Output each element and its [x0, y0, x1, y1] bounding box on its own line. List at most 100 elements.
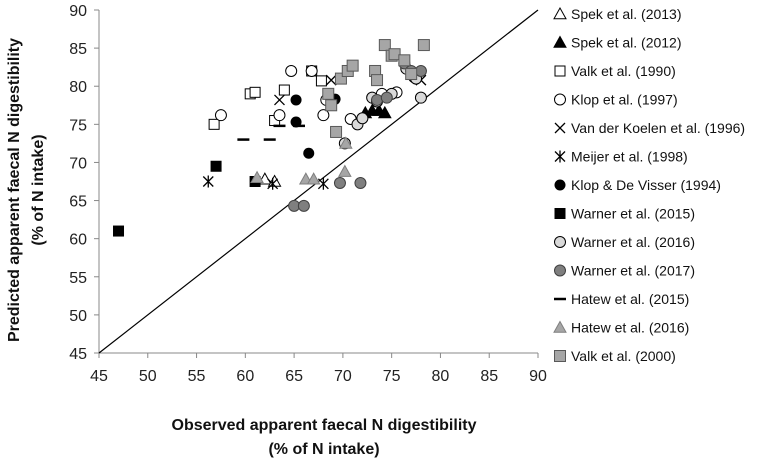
- legend-label: Warner et al. (2015): [571, 206, 695, 222]
- data-point: [202, 175, 214, 188]
- legend-entry: Van der Koelen et al. (1996): [554, 120, 745, 136]
- x-tick-label: 55: [188, 368, 206, 385]
- data-point: [315, 75, 327, 87]
- series-5: [202, 175, 329, 190]
- legend-marker: [554, 179, 566, 191]
- data-point: [250, 170, 264, 183]
- x-tick-label: 65: [285, 368, 303, 385]
- data-point: [377, 105, 392, 119]
- data-point: [330, 125, 343, 138]
- data-point: [325, 99, 338, 112]
- series-12: [322, 39, 430, 138]
- legend-marker: [554, 236, 566, 248]
- data-point: [317, 109, 330, 122]
- data-point: [306, 172, 321, 185]
- data-point: [388, 48, 401, 61]
- data-point: [325, 74, 337, 86]
- data-point: [305, 64, 318, 77]
- series-3: [214, 64, 421, 125]
- x-tick-label: 90: [529, 368, 547, 385]
- y-tick-label: 65: [69, 194, 87, 211]
- x-tick-label: 45: [90, 368, 108, 385]
- y-axis-title: Predicted apparent faecal N digestibilit…: [6, 38, 47, 342]
- legend-entry: Spek et al. (2013): [553, 6, 682, 22]
- legend-entry: Klop et al. (1997): [554, 92, 678, 108]
- x-tick-label: 60: [236, 368, 254, 385]
- y-tick-label: 55: [69, 270, 87, 287]
- data-point: [338, 136, 353, 149]
- legend-label: Hatew et al. (2015): [571, 291, 689, 307]
- data-point: [297, 199, 310, 212]
- data-point: [405, 68, 418, 81]
- data-point: [334, 72, 347, 85]
- legend-marker: [554, 350, 566, 362]
- data-point: [214, 109, 227, 122]
- y-tick-label: 45: [69, 346, 87, 363]
- plot-axes: 45 50 55 60 65 70 75 80 85 90 45 50 55 60 65 70 75 80 85 90: [69, 3, 547, 385]
- y-tick-label: 70: [69, 155, 87, 172]
- x-tick-label: 75: [383, 368, 401, 385]
- data-point: [371, 93, 384, 106]
- y-tick-label: 90: [69, 3, 87, 20]
- x-axis-title-line2: (% of N intake): [268, 441, 379, 458]
- data-points: [113, 39, 430, 237]
- legend-label: Spek et al. (2012): [571, 35, 682, 51]
- legend-label: Klop & De Visser (1994): [571, 177, 721, 193]
- legend-marker: [554, 264, 566, 277]
- x-axis-title: Observed apparent faecal N digestibility…: [172, 417, 477, 458]
- data-point: [356, 112, 369, 125]
- legend-label: Meijer et al. (1998): [571, 149, 688, 165]
- data-point: [322, 87, 335, 100]
- x-tick-label: 50: [139, 368, 157, 385]
- legend-marker: [553, 35, 567, 48]
- legend-label: Hatew et al. (2016): [571, 320, 689, 336]
- x-tick-label: 80: [432, 368, 450, 385]
- data-point: [417, 39, 430, 52]
- data-point: [346, 59, 359, 72]
- y-axis-title-line1: Predicted apparent faecal N digestibilit…: [6, 38, 23, 342]
- legend-entry: Hatew et al. (2016): [553, 320, 689, 336]
- legend-label: Van der Koelen et al. (1996): [571, 120, 745, 136]
- legend-marker: [554, 122, 566, 134]
- legend-label: Valk et al. (2000): [571, 348, 676, 364]
- data-point: [354, 177, 367, 190]
- data-point: [274, 94, 285, 106]
- legend-entry: Hatew et al. (2015): [554, 291, 689, 307]
- legend-entry: Spek et al. (2012): [553, 35, 682, 51]
- legend-label: Spek et al. (2013): [571, 6, 682, 22]
- y-tick-label: 50: [69, 308, 87, 325]
- legend-marker: [554, 65, 566, 77]
- legend-marker: [553, 6, 567, 20]
- series-7: [113, 160, 261, 237]
- data-point: [303, 147, 315, 159]
- y-tick-label: 75: [69, 117, 87, 134]
- legend-marker: [554, 150, 566, 163]
- data-point: [210, 160, 222, 172]
- legend-entry: Valk et al. (1990): [554, 63, 676, 79]
- legend-entry: Warner et al. (2015): [554, 206, 695, 222]
- x-tick-label: 85: [480, 368, 498, 385]
- data-point: [290, 94, 302, 106]
- y-tick-label: 60: [69, 232, 87, 249]
- legend-entry: Valk et al. (2000): [554, 348, 676, 364]
- legend-marker: [554, 208, 566, 219]
- legend-marker: [553, 320, 567, 333]
- data-point: [337, 164, 352, 177]
- data-point: [317, 177, 329, 190]
- x-tick-label: 70: [334, 368, 352, 385]
- series-11: [250, 136, 353, 185]
- y-tick-label: 85: [69, 41, 87, 58]
- legend: Spek et al. (2013) Spek et al. (2012) Valk…: [553, 6, 745, 364]
- data-point: [285, 64, 298, 77]
- data-point: [414, 91, 427, 104]
- legend-entry: Klop & De Visser (1994): [554, 177, 721, 193]
- data-point: [378, 39, 391, 52]
- legend-marker: [554, 93, 566, 106]
- data-point: [249, 86, 261, 98]
- data-point: [273, 109, 286, 122]
- legend-label: Warner et al. (2017): [571, 263, 695, 279]
- y-tick-label: 80: [69, 79, 87, 96]
- legend-label: Valk et al. (1990): [571, 63, 676, 79]
- legend-entry: Meijer et al. (1998): [554, 149, 688, 165]
